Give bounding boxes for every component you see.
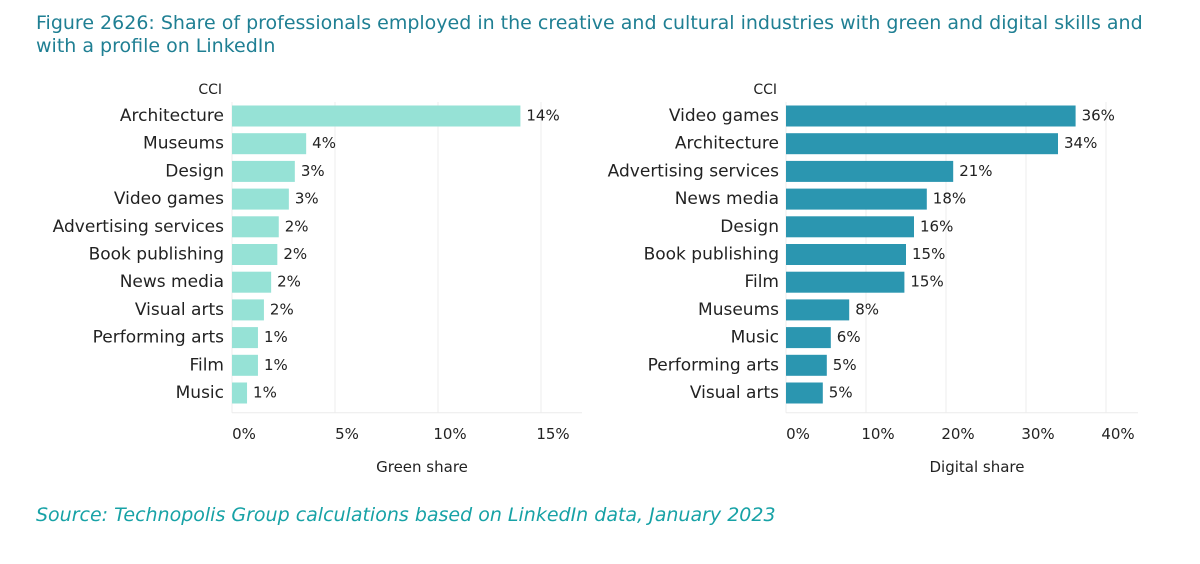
value-label: 14% [526,107,559,125]
category-label: Book publishing [89,245,224,265]
x-tick-label: 0% [232,425,256,443]
bar [232,244,278,265]
bar [232,299,264,321]
bar [232,382,248,404]
category-label: Performing arts [93,328,224,348]
category-label: Visual arts [690,383,779,403]
bar [786,354,827,376]
bar [232,271,272,293]
bar [232,160,295,182]
x-tick-label: 5% [335,425,359,443]
value-label: 3% [295,190,319,208]
value-label: 1% [264,328,288,346]
x-axis-title: Green share [376,458,468,476]
bar [786,244,906,265]
bar [786,216,914,238]
bar [786,299,850,321]
x-axis-title: Digital share [930,458,1025,476]
value-label: 2% [283,245,307,263]
bar [786,327,831,349]
value-label: 21% [959,162,992,180]
category-label: Music [731,328,779,348]
value-label: 36% [1082,107,1115,125]
value-label: 2% [270,300,294,318]
category-label: Architecture [120,106,224,126]
bar [786,160,954,182]
category-label: Music [176,383,224,403]
value-label: 15% [912,245,945,263]
charts: CCI 0% 5% 10% 15% Green share Architecture 14% M… [53,82,1138,476]
bar [786,133,1058,155]
x-tick-label: 10% [433,425,466,443]
category-label: Design [720,217,779,237]
bar [232,216,279,238]
value-label: 1% [253,384,277,402]
bar [786,188,927,210]
value-label: 2% [285,217,309,235]
bar [232,354,258,376]
value-label: 34% [1064,134,1097,152]
value-label: 8% [855,300,879,318]
category-label: Museums [698,300,779,320]
category-label: News media [675,189,779,209]
value-label: 4% [312,134,336,152]
value-label: 1% [264,356,288,374]
category-label: News media [120,272,224,292]
value-label: 16% [920,217,953,235]
x-tick-label: 15% [536,425,569,443]
value-label: 6% [837,328,861,346]
value-label: 2% [277,273,301,291]
source-note: Source: Technopolis Group calculations b… [36,504,776,526]
category-label: Video games [669,106,779,126]
category-label: Book publishing [644,245,779,265]
category-label: Museums [143,134,224,154]
category-label: Performing arts [648,355,779,375]
category-label: Film [744,272,779,292]
category-label: Visual arts [135,300,224,320]
category-label: Advertising services [608,161,779,181]
bar [786,382,823,404]
category-label: Video games [114,189,224,209]
value-label: 18% [933,190,966,208]
category-label: Advertising services [53,217,224,237]
category-label: Film [189,355,224,375]
value-label: 5% [829,384,853,402]
bar [786,105,1076,127]
figure-title: Figure 2626: Share of professionals empl… [36,12,1143,57]
x-tick-label: 20% [941,425,974,443]
bar [232,133,307,155]
y-axis-title: CCI [198,82,222,98]
y-axis-title: CCI [753,82,777,98]
x-tick-label: 10% [861,425,894,443]
category-label: Architecture [675,134,779,154]
x-tick-label: 0% [786,425,810,443]
bar [232,327,258,349]
x-tick-label: 40% [1101,425,1134,443]
category-label: Design [165,161,224,181]
x-tick-label: 30% [1021,425,1054,443]
bar [232,188,289,210]
bar [786,271,905,293]
value-label: 3% [301,162,325,180]
bar [232,105,521,127]
value-label: 15% [910,273,943,291]
value-label: 5% [833,356,857,374]
